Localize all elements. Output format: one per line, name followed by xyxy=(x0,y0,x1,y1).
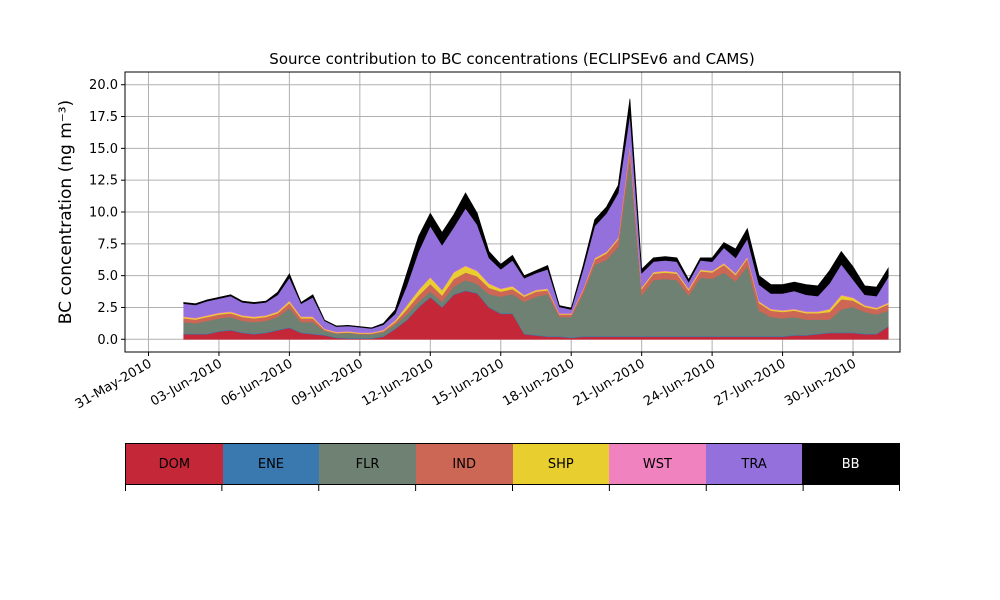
y-tick-label: 12.5 xyxy=(89,174,118,189)
legend-item-bb: BB xyxy=(802,444,899,484)
x-tick-label: 06-Jun-2010 xyxy=(219,356,296,409)
x-tick-label: 03-Jun-2010 xyxy=(148,356,225,409)
stacked-areas xyxy=(183,98,889,340)
y-tick-label: 2.5 xyxy=(97,301,118,316)
x-tick-label: 18-Jun-2010 xyxy=(500,356,577,409)
x-tick-label: 09-Jun-2010 xyxy=(289,356,366,409)
legend-item-flr: FLR xyxy=(319,444,416,484)
y-axis-label: BC concentration (ng m⁻³) xyxy=(56,100,76,324)
x-tick-label: 12-Jun-2010 xyxy=(359,356,436,409)
x-tick-label: 30-Jun-2010 xyxy=(782,356,859,409)
y-tick-label: 5.0 xyxy=(97,269,118,284)
legend-item-tra: TRA xyxy=(705,444,803,484)
y-tick-label: 15.0 xyxy=(89,142,118,157)
chart-title: Source contribution to BC concentrations… xyxy=(269,50,754,68)
x-tick-label: 21-Jun-2010 xyxy=(571,356,648,409)
legend-item-ind: IND xyxy=(415,444,513,484)
area-bb xyxy=(183,98,889,329)
x-tick-label: 15-Jun-2010 xyxy=(430,356,507,409)
y-tick-label: 17.5 xyxy=(89,110,118,125)
legend-colorbar: DOM ENE FLR IND SHP WST TRA BB xyxy=(125,443,900,485)
x-tick-label: 31-May-2010 xyxy=(73,356,155,412)
y-tick-label: 7.5 xyxy=(97,237,118,252)
legend-item-shp: SHP xyxy=(512,444,610,484)
y-tick-label: 10.0 xyxy=(89,206,118,221)
legend-item-dom: DOM xyxy=(126,444,223,484)
y-axis: 0.0 2.5 5.0 7.5 10.0 12.5 15.0 17.5 20.0 xyxy=(89,78,125,348)
x-tick-label: 27-Jun-2010 xyxy=(712,356,789,409)
y-tick-label: 20.0 xyxy=(89,78,118,93)
x-axis: 31-May-201003-Jun-201006-Jun-201009-Jun-… xyxy=(73,352,859,412)
legend-item-wst: WST xyxy=(609,444,706,484)
legend-ticks xyxy=(125,485,900,491)
legend-item-ene: ENE xyxy=(222,444,320,484)
y-tick-label: 0.0 xyxy=(97,333,118,348)
x-tick-label: 24-Jun-2010 xyxy=(641,356,718,409)
